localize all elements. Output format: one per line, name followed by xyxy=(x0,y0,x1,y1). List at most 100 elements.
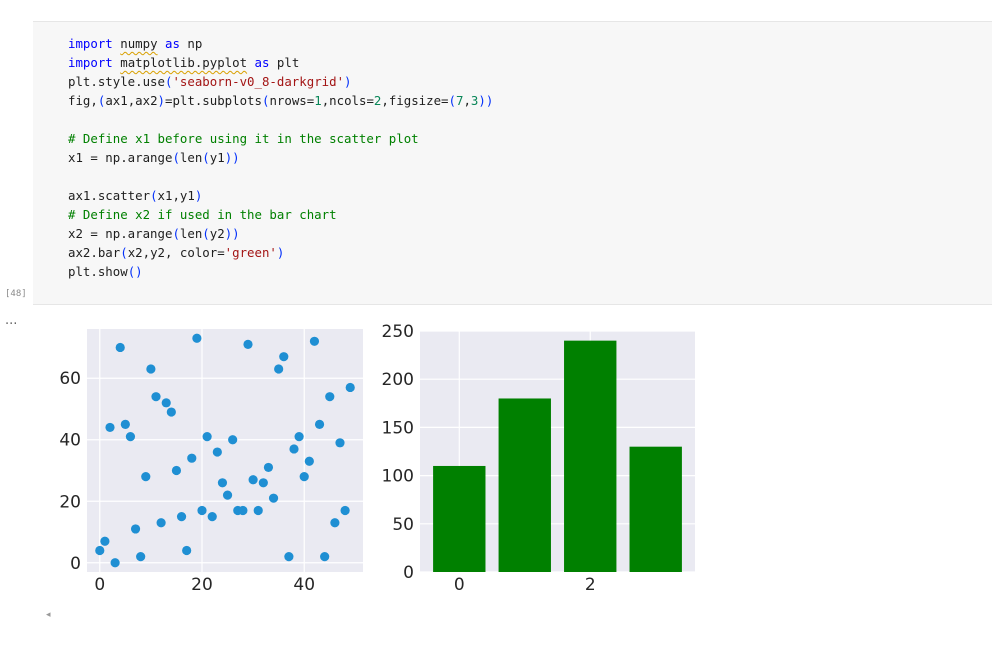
x-tick-label: 20 xyxy=(191,575,213,595)
scatter-point xyxy=(125,432,136,442)
y-tick-label: 60 xyxy=(59,369,81,389)
code-token: ax1,ax2 xyxy=(105,93,158,108)
y-tick-label: 150 xyxy=(382,418,414,438)
bar xyxy=(564,340,617,572)
code-line: # Define x2 if used in the bar chart xyxy=(68,205,493,224)
code-token: () xyxy=(127,264,143,279)
output-collapse-icon[interactable]: ... xyxy=(5,313,18,328)
execution-count: [48] xyxy=(5,289,27,299)
scatter-point xyxy=(309,336,320,346)
scatter-point xyxy=(192,333,202,343)
scatter-point xyxy=(248,475,258,485)
scatter-point xyxy=(207,512,217,522)
code-token: , xyxy=(463,93,471,108)
code-token: # Define x2 if used in the bar chart xyxy=(68,207,337,222)
code-token: ( xyxy=(202,150,210,165)
code-token: x2,y2, color= xyxy=(127,245,225,260)
code-line: ax2.bar(x2,y2, color='green') xyxy=(68,243,493,262)
scatter-point xyxy=(212,447,222,457)
scatter-point xyxy=(253,505,263,516)
code-line: x1 = np.arange(len(y1)) xyxy=(68,148,493,167)
code-token: ( xyxy=(202,226,210,241)
code-line: fig,(ax1,ax2)=plt.subplots(nrows=1,ncols… xyxy=(68,91,493,110)
code-token: plt.show xyxy=(68,264,128,279)
code-token: ) xyxy=(194,188,203,203)
scatter-point xyxy=(335,438,345,448)
code-cell[interactable]: import numpy as np import matplotlib.pypl… xyxy=(33,21,992,305)
scatter-point xyxy=(340,505,350,516)
scatter-point xyxy=(100,536,110,546)
code-token: 'seaborn-v0_8-darkgrid' xyxy=(172,74,345,89)
code-token: fig, xyxy=(68,93,98,108)
scatter-point xyxy=(105,422,115,433)
code-token: x1 = np.arange xyxy=(68,150,173,165)
code-line: ax1.scatter(x1,y1) xyxy=(68,186,493,205)
code-token: )) xyxy=(224,150,240,165)
code-token: len xyxy=(179,150,203,165)
scatter-point xyxy=(151,392,161,402)
scatter-point xyxy=(120,419,130,429)
code-token: import xyxy=(68,36,113,51)
scatter-point xyxy=(222,490,233,500)
code-token: 1 xyxy=(314,93,322,108)
scatter-point xyxy=(289,444,299,454)
scatter-point xyxy=(171,465,182,476)
bar xyxy=(629,446,682,572)
code-token: ) xyxy=(344,74,352,89)
scroll-left-icon[interactable]: ◂ xyxy=(46,610,51,620)
scatter-point xyxy=(115,342,125,353)
code-token: ax1.scatter xyxy=(68,188,151,203)
code-token: ) xyxy=(157,93,165,108)
scatter-point xyxy=(182,545,192,556)
scatter-point xyxy=(130,524,141,534)
code-token: as xyxy=(165,36,180,51)
code-token: ,ncols= xyxy=(321,93,374,108)
scatter-point xyxy=(136,552,146,562)
code-token: 7 xyxy=(455,93,464,108)
y-tick-label: 250 xyxy=(382,322,414,342)
scatter-point xyxy=(202,432,212,442)
code-line: plt.show() xyxy=(68,262,493,281)
code-token: )) xyxy=(478,93,494,108)
code-token: 2 xyxy=(373,93,382,108)
scatter-point xyxy=(161,398,171,408)
y-tick-label: 200 xyxy=(382,370,414,390)
code-editor[interactable]: import numpy as np import matplotlib.pypl… xyxy=(68,34,493,281)
code-token: )) xyxy=(224,226,240,241)
code-token: ( xyxy=(150,188,158,203)
scatter-point xyxy=(156,518,166,528)
scatter-point xyxy=(345,382,355,393)
y-tick-label: 40 xyxy=(59,431,81,451)
code-line: # Define x1 before using it in the scatt… xyxy=(68,129,493,148)
scatter-point xyxy=(274,364,284,374)
scatter-point xyxy=(284,552,294,562)
code-line: import matplotlib.pyplot as plt xyxy=(68,53,493,72)
scatter-point xyxy=(263,462,274,473)
scatter-point xyxy=(228,435,238,445)
bar xyxy=(433,465,486,572)
scatter-point xyxy=(304,456,314,466)
code-token: ( xyxy=(448,93,456,108)
code-token: ( xyxy=(164,74,173,89)
scatter-point xyxy=(325,392,335,402)
scatter-point xyxy=(314,419,325,429)
code-token: matplotlib.pyplot xyxy=(120,55,248,70)
code-token: ( xyxy=(120,245,128,260)
code-token: ( xyxy=(97,93,106,108)
code-token: =plt.subplots xyxy=(165,93,262,108)
code-token: ,figsize= xyxy=(381,93,449,108)
scatter-point xyxy=(217,478,228,488)
plot-area xyxy=(87,329,363,572)
scatter-point xyxy=(243,339,253,349)
code-line: import numpy as np xyxy=(68,34,493,53)
code-token: # Define x1 before using it in the scatt… xyxy=(68,131,419,146)
scatter-point xyxy=(268,493,279,503)
scatter-point xyxy=(176,512,187,522)
code-token: ax2.bar xyxy=(68,245,121,260)
scatter-point xyxy=(299,472,309,482)
scatter-point xyxy=(146,364,156,374)
code-token: as xyxy=(254,55,270,70)
x-tick-label: 0 xyxy=(454,575,465,595)
scatter-point xyxy=(238,505,248,516)
